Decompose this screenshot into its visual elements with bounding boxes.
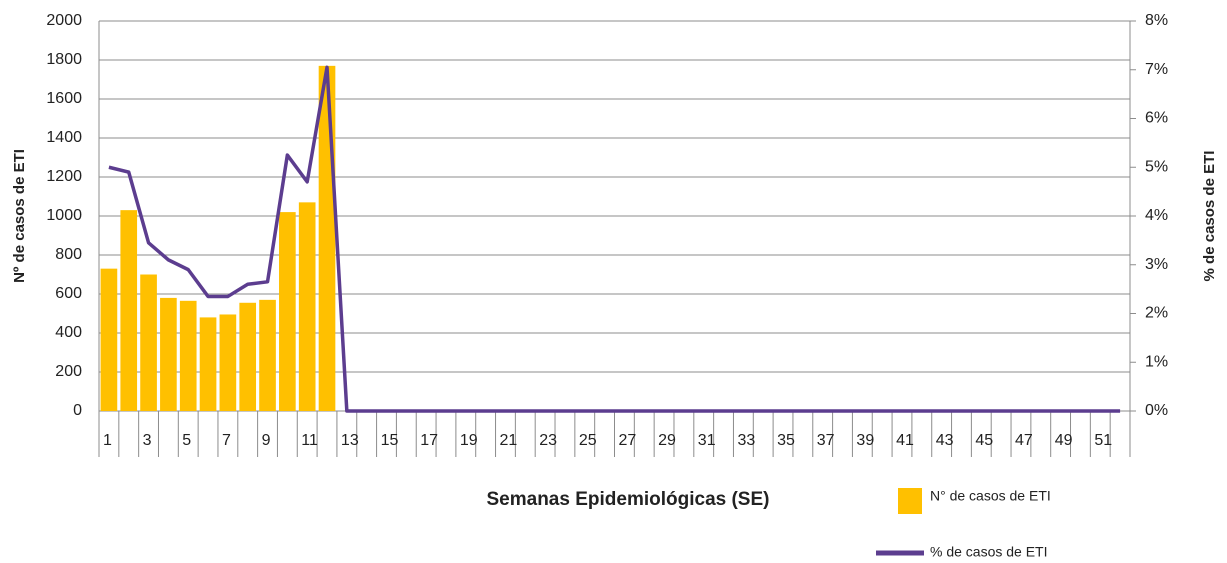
y2-tick-label: 7% xyxy=(1145,61,1168,78)
y2-tick-label: 0% xyxy=(1145,402,1168,419)
x-tick-label: 13 xyxy=(341,432,359,449)
bar xyxy=(100,268,118,411)
y-tick-label: 1800 xyxy=(46,51,82,68)
y-tick-label: 1200 xyxy=(46,168,82,185)
y2-tick-label: 1% xyxy=(1145,353,1168,370)
x-tick-label: 17 xyxy=(420,432,438,449)
bar xyxy=(279,212,296,411)
x-tick-label: 7 xyxy=(222,432,231,449)
bar xyxy=(239,302,257,411)
bar xyxy=(179,300,197,411)
y-tick-label: 200 xyxy=(55,363,82,380)
bar xyxy=(199,317,217,411)
bar xyxy=(298,202,316,411)
line xyxy=(108,65,1121,413)
y-tick-label: 1600 xyxy=(46,90,82,107)
y2-tick-label: 8% xyxy=(1145,12,1168,29)
bar xyxy=(120,210,138,411)
bar xyxy=(259,299,276,411)
x-tick-label: 1 xyxy=(103,432,112,449)
x-tick-label: 21 xyxy=(500,432,518,449)
y-axis-title: Nº de casos de ETI xyxy=(11,149,28,283)
y2-axis-title: % de casos de ETI xyxy=(1201,151,1218,282)
x-tick-label: 15 xyxy=(381,432,399,449)
y-tick-label: 600 xyxy=(55,285,82,302)
x-axis-title: Semanas Epidemiológicas (SE) xyxy=(487,489,770,510)
y2-tick-label: 5% xyxy=(1145,158,1168,175)
legend-label: % de casos de ETI xyxy=(930,544,1048,560)
x-tick-label: 29 xyxy=(658,432,676,449)
legend-label: N° de casos de ETI xyxy=(930,488,1051,504)
y-tick-label: 800 xyxy=(55,246,82,263)
x-tick-label: 45 xyxy=(975,432,993,449)
x-tick-label: 31 xyxy=(698,432,716,449)
x-tick-label: 33 xyxy=(737,432,755,449)
y-tick-label: 2000 xyxy=(46,12,82,29)
x-tick-label: 3 xyxy=(143,432,152,449)
x-tick-label: 25 xyxy=(579,432,597,449)
y-tick-label: 0 xyxy=(73,402,82,419)
x-tick-label: 5 xyxy=(182,432,191,449)
y-tick-label: 1400 xyxy=(46,129,82,146)
x-tick-label: 11 xyxy=(301,432,318,449)
bar xyxy=(219,314,237,411)
bar xyxy=(318,65,336,411)
bar xyxy=(160,297,177,411)
y-tick-label: 400 xyxy=(55,324,82,341)
x-tick-label: 23 xyxy=(539,432,557,449)
x-tick-label: 19 xyxy=(460,432,478,449)
x-tick-label: 47 xyxy=(1015,432,1033,449)
y2-tick-label: 6% xyxy=(1145,110,1168,127)
bar xyxy=(140,274,157,411)
x-tick-label: 9 xyxy=(262,432,271,449)
y2-tick-label: 3% xyxy=(1145,256,1168,273)
legend-swatch xyxy=(898,488,922,514)
x-tick-label: 35 xyxy=(777,432,795,449)
y2-tick-label: 2% xyxy=(1145,305,1168,322)
x-tick-label: 51 xyxy=(1094,432,1112,449)
x-tick-label: 39 xyxy=(856,432,874,449)
x-tick-label: 37 xyxy=(817,432,835,449)
y2-tick-label: 4% xyxy=(1145,207,1168,224)
x-tick-label: 41 xyxy=(896,432,914,449)
x-tick-label: 43 xyxy=(936,432,954,449)
x-tick-label: 27 xyxy=(619,432,637,449)
x-tick-label: 49 xyxy=(1055,432,1073,449)
y-tick-label: 1000 xyxy=(46,207,82,224)
